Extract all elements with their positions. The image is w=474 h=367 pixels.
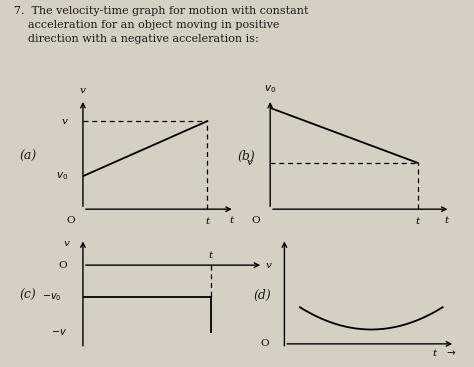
Text: O: O — [58, 261, 66, 270]
Text: (d): (d) — [254, 289, 271, 302]
Text: v: v — [62, 117, 68, 126]
Text: $v_0$: $v_0$ — [264, 83, 276, 95]
Text: 7.  The velocity-time graph for motion with constant
    acceleration for an obj: 7. The velocity-time graph for motion wi… — [14, 6, 309, 44]
Text: $v_0$: $v_0$ — [55, 170, 68, 182]
Text: $-v_0$: $-v_0$ — [42, 291, 62, 303]
Text: O: O — [252, 216, 260, 225]
Text: t: t — [205, 217, 210, 226]
Text: t: t — [229, 216, 234, 225]
Text: v: v — [64, 239, 70, 248]
Text: (a): (a) — [19, 149, 36, 163]
Text: (c): (c) — [19, 289, 36, 302]
Text: t: t — [433, 349, 437, 358]
Text: O: O — [260, 339, 269, 348]
Text: O: O — [66, 216, 75, 225]
Text: t: t — [209, 251, 213, 260]
Text: t: t — [416, 217, 420, 226]
Text: →: → — [446, 348, 455, 359]
Text: $-v$: $-v$ — [51, 327, 66, 337]
Text: v: v — [80, 86, 86, 95]
Text: (b): (b) — [237, 149, 255, 163]
Text: t: t — [445, 216, 449, 225]
Text: v: v — [266, 261, 272, 270]
Text: v: v — [246, 159, 252, 167]
